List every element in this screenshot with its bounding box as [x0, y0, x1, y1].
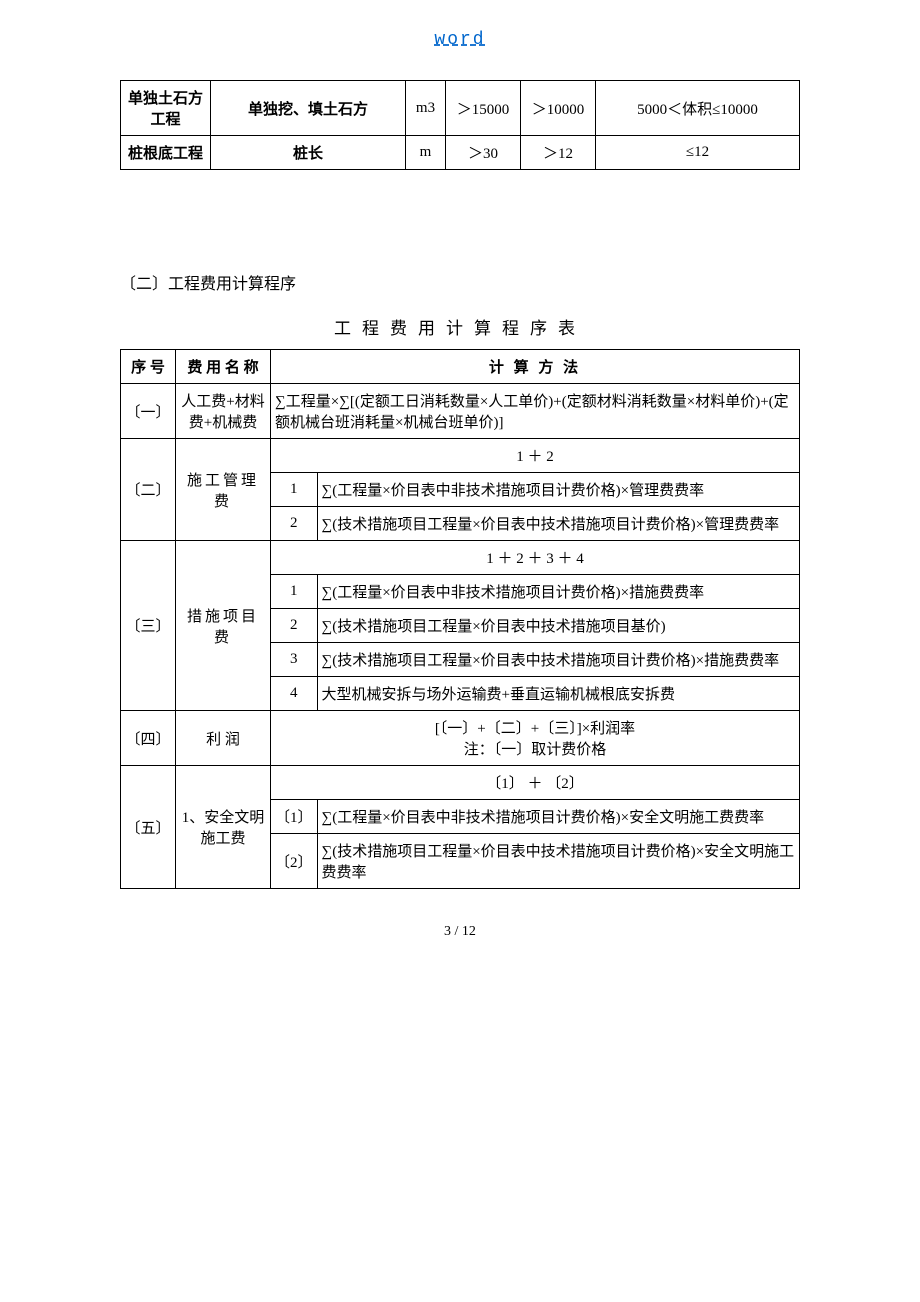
- cell-subnum: 1: [271, 575, 318, 609]
- header-seq: 序 号: [121, 350, 176, 384]
- cell-subnum: 〔1〕: [271, 800, 318, 834]
- cell-subnum: 〔2〕: [271, 834, 318, 889]
- table-top: 单独土石方工程 单独挖、填土石方 m3 ＞15000 ＞10000 5000＜体…: [120, 80, 800, 170]
- table-calc: 序 号 费 用 名 称 计 算 方 法 〔一〕 人工费+材料费+机械费 ∑工程量…: [120, 349, 800, 889]
- cell-subtext: ∑(技术措施项目工程量×价目表中技术措施项目计费价格)×安全文明施工费费率: [317, 834, 799, 889]
- cell-seq: 〔二〕: [121, 439, 176, 541]
- cell-seq: 〔三〕: [121, 541, 176, 711]
- cell-subnum: 4: [271, 677, 318, 711]
- cell-method: ∑工程量×∑[(定额工日消耗数量×人工单价)+(定额材料消耗数量×材料单价)+(…: [271, 384, 800, 439]
- table-row: 桩根底工程 桩长 m ＞30 ＞12 ≤12: [121, 136, 800, 170]
- cell-name: 措施项目费: [176, 541, 271, 711]
- section-heading: 〔二〕工程费用计算程序: [120, 270, 800, 294]
- cell-subnum: 3: [271, 643, 318, 677]
- cell-name: 人工费+材料费+机械费: [176, 384, 271, 439]
- cell: ＞15000: [446, 81, 521, 136]
- cell-sum: 〔1〕 ＋ 〔2〕: [271, 766, 800, 800]
- cell-method: [〔一〕+〔二〕+〔三〕]×利润率 注：〔一〕取计费价格: [271, 711, 800, 766]
- table-row: 〔二〕 施工管理费 1 ＋ 2: [121, 439, 800, 473]
- cell-subnum: 2: [271, 507, 318, 541]
- cell: 单独挖、填土石方: [211, 81, 406, 136]
- cell: 桩长: [211, 136, 406, 170]
- cell-subtext: ∑(技术措施项目工程量×价目表中技术措施项目基价): [317, 609, 799, 643]
- cell-sum: 1 ＋ 2: [271, 439, 800, 473]
- header-method: 计 算 方 法: [271, 350, 800, 384]
- cell-subtext: ∑(工程量×价目表中非技术措施项目计费价格)×安全文明施工费费率: [317, 800, 799, 834]
- cell-subnum: 2: [271, 609, 318, 643]
- cell: m: [406, 136, 446, 170]
- cell-sum: 1 ＋ 2 ＋ 3 ＋ 4: [271, 541, 800, 575]
- table-header-row: 序 号 费 用 名 称 计 算 方 法: [121, 350, 800, 384]
- cell: 桩根底工程: [121, 136, 211, 170]
- cell: ≤12: [596, 136, 800, 170]
- profit-line2: 注：〔一〕取计费价格: [275, 738, 795, 759]
- cell: 单独土石方工程: [121, 81, 211, 136]
- cell-seq: 〔一〕: [121, 384, 176, 439]
- document-page: word 单独土石方工程 单独挖、填土石方 m3 ＞15000 ＞10000 5…: [0, 0, 920, 990]
- header-link-container: word: [120, 30, 800, 50]
- cell-seq: 〔四〕: [121, 711, 176, 766]
- table-row: 〔四〕 利 润 [〔一〕+〔二〕+〔三〕]×利润率 注：〔一〕取计费价格: [121, 711, 800, 766]
- table-row: 〔三〕 措施项目费 1 ＋ 2 ＋ 3 ＋ 4: [121, 541, 800, 575]
- cell-subtext: 大型机械安拆与场外运输费+垂直运输机械根底安拆费: [317, 677, 799, 711]
- cell-subnum: 1: [271, 473, 318, 507]
- cell-name: 利 润: [176, 711, 271, 766]
- cell-name: 施工管理费: [176, 439, 271, 541]
- header-name: 费 用 名 称: [176, 350, 271, 384]
- cell-name: 1、安全文明施工费: [176, 766, 271, 889]
- cell-seq: 〔五〕: [121, 766, 176, 889]
- table-row: 单独土石方工程 单独挖、填土石方 m3 ＞15000 ＞10000 5000＜体…: [121, 81, 800, 136]
- cell: 5000＜体积≤10000: [596, 81, 800, 136]
- cell: ＞10000: [521, 81, 596, 136]
- cell-subtext: ∑(工程量×价目表中非技术措施项目计费价格)×管理费费率: [317, 473, 799, 507]
- cell-subtext: ∑(技术措施项目工程量×价目表中技术措施项目计费价格)×措施费费率: [317, 643, 799, 677]
- page-footer: 3 / 12: [120, 924, 800, 940]
- cell: ＞12: [521, 136, 596, 170]
- cell-subtext: ∑(工程量×价目表中非技术措施项目计费价格)×措施费费率: [317, 575, 799, 609]
- cell: m3: [406, 81, 446, 136]
- table-title: 工程费用计算程序表: [120, 314, 800, 339]
- word-link[interactable]: word: [434, 30, 485, 50]
- table-row: 〔五〕 1、安全文明施工费 〔1〕 ＋ 〔2〕: [121, 766, 800, 800]
- table-row: 〔一〕 人工费+材料费+机械费 ∑工程量×∑[(定额工日消耗数量×人工单价)+(…: [121, 384, 800, 439]
- cell: ＞30: [446, 136, 521, 170]
- profit-line1: [〔一〕+〔二〕+〔三〕]×利润率: [275, 717, 795, 738]
- cell-subtext: ∑(技术措施项目工程量×价目表中技术措施项目计费价格)×管理费费率: [317, 507, 799, 541]
